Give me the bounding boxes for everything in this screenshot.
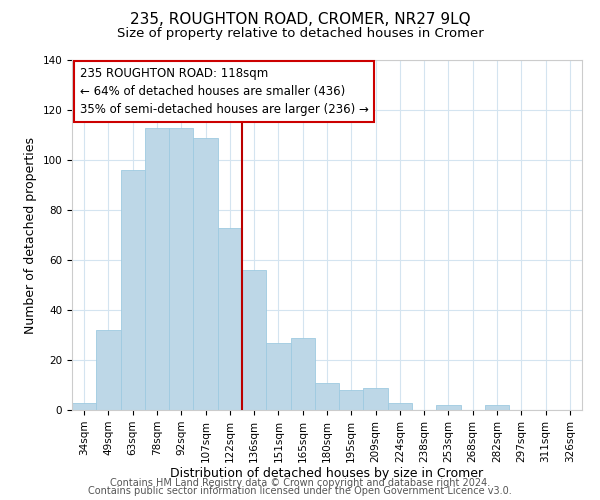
Text: 235, ROUGHTON ROAD, CROMER, NR27 9LQ: 235, ROUGHTON ROAD, CROMER, NR27 9LQ bbox=[130, 12, 470, 28]
Bar bbox=[145, 128, 169, 410]
Bar bbox=[364, 388, 388, 410]
Bar bbox=[218, 228, 242, 410]
Bar bbox=[193, 138, 218, 410]
Text: Contains public sector information licensed under the Open Government Licence v3: Contains public sector information licen… bbox=[88, 486, 512, 496]
Bar bbox=[339, 390, 364, 410]
Text: 235 ROUGHTON ROAD: 118sqm
← 64% of detached houses are smaller (436)
35% of semi: 235 ROUGHTON ROAD: 118sqm ← 64% of detac… bbox=[80, 67, 368, 116]
Bar bbox=[315, 382, 339, 410]
Bar bbox=[266, 342, 290, 410]
Bar bbox=[96, 330, 121, 410]
X-axis label: Distribution of detached houses by size in Cromer: Distribution of detached houses by size … bbox=[170, 468, 484, 480]
Bar bbox=[436, 405, 461, 410]
Bar bbox=[169, 128, 193, 410]
Bar bbox=[290, 338, 315, 410]
Text: Contains HM Land Registry data © Crown copyright and database right 2024.: Contains HM Land Registry data © Crown c… bbox=[110, 478, 490, 488]
Text: Size of property relative to detached houses in Cromer: Size of property relative to detached ho… bbox=[116, 28, 484, 40]
Bar bbox=[72, 402, 96, 410]
Bar bbox=[485, 405, 509, 410]
Bar bbox=[242, 270, 266, 410]
Bar bbox=[121, 170, 145, 410]
Bar bbox=[388, 402, 412, 410]
Y-axis label: Number of detached properties: Number of detached properties bbox=[24, 136, 37, 334]
